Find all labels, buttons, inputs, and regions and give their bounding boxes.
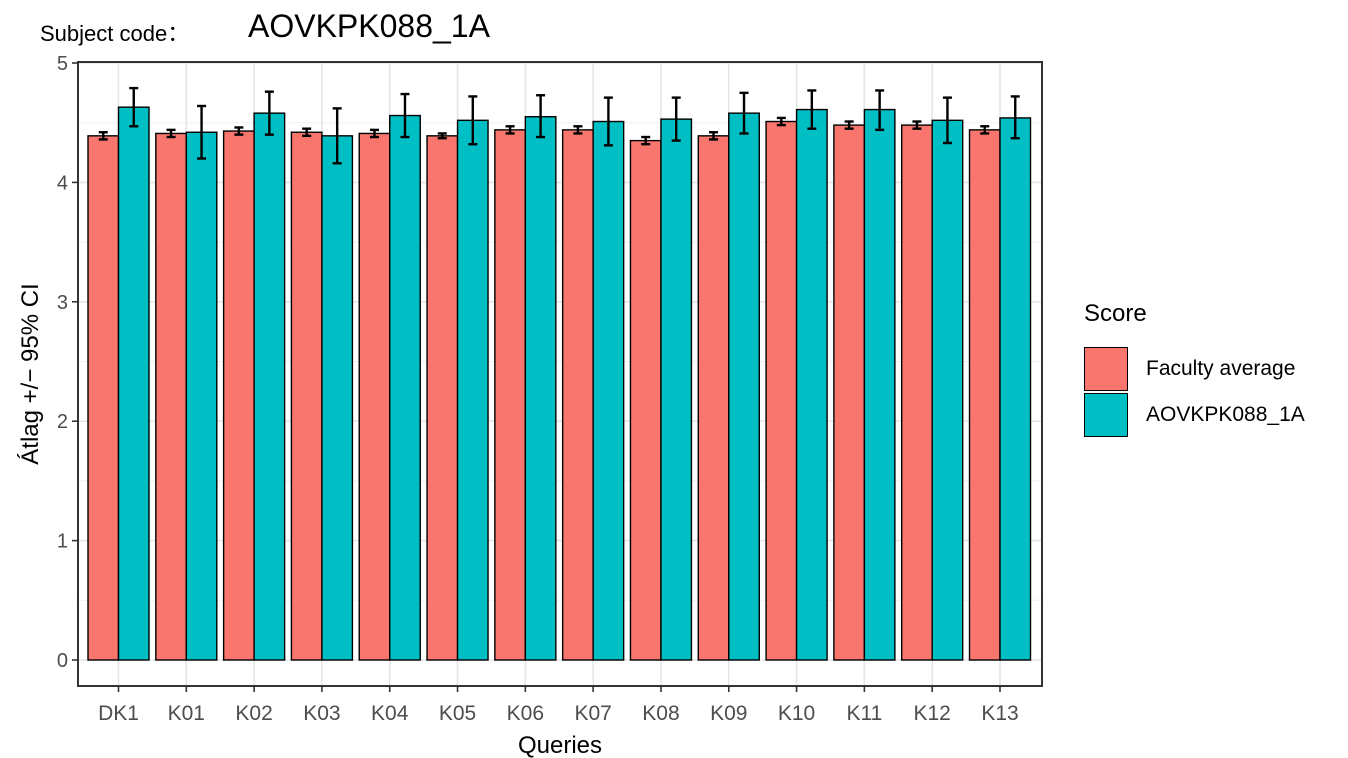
y-axis-label: Átlag +/− 95% CI (17, 283, 44, 464)
bar-k05-faculty-average (426, 135, 459, 661)
bar-k02-faculty-average (222, 130, 255, 661)
bar-k03-faculty-average (290, 131, 323, 661)
major-gridlines (78, 62, 1042, 686)
bar-k11-faculty-average (833, 124, 866, 661)
bar-k03-subject (321, 135, 354, 661)
bar-k08-subject (660, 118, 693, 661)
legend-item: AOVKPK088_1A (1084, 392, 1305, 438)
x-tick-label: K09 (710, 702, 747, 725)
bar-k06-subject (524, 116, 557, 661)
x-tick-label: K13 (981, 702, 1018, 725)
bar-k01-subject (185, 131, 218, 661)
x-tick-label: K12 (914, 702, 951, 725)
legend-key (1084, 347, 1128, 391)
bar-k10-subject (795, 108, 828, 661)
legend: Score Faculty average AOVKPK088_1A (1084, 300, 1305, 438)
x-axis-label: Queries (518, 732, 602, 758)
bar-dk1-faculty-average (87, 135, 120, 661)
legend-item: Faculty average (1084, 346, 1305, 392)
x-tick-label: K04 (371, 702, 409, 725)
chart-title: AOVKPK088_1A (248, 8, 490, 44)
bar-k04-subject (389, 114, 421, 661)
bar-k10-faculty-average (765, 120, 798, 661)
bar-k02-subject (253, 112, 286, 661)
bar-k07-faculty-average (561, 129, 594, 661)
x-tick-label: K10 (778, 702, 815, 725)
x-tick-label: K06 (507, 702, 544, 725)
bar-dk1-subject (117, 106, 150, 661)
legend-label: Faculty average (1146, 357, 1296, 380)
x-tick-label: K01 (168, 702, 205, 725)
x-tick-label: K02 (235, 702, 272, 725)
bar-k07-subject (592, 120, 625, 661)
bar-k12-faculty-average (900, 124, 933, 661)
chart-title-prefix: Subject code： (40, 21, 190, 46)
x-tick-label: K08 (642, 702, 679, 725)
legend-label: AOVKPK088_1A (1146, 403, 1305, 426)
y-tick-label: 1 (57, 531, 68, 553)
x-tick-label: K07 (574, 702, 611, 725)
bars (87, 106, 1032, 661)
bar-k08-faculty-average (629, 139, 662, 661)
x-tick-label: DK1 (98, 702, 139, 725)
y-axis: 0 1 2 3 4 5 (57, 53, 78, 672)
bar-k13-subject (999, 117, 1032, 661)
bar-k05-subject (456, 119, 489, 661)
x-tick-label: K03 (303, 702, 340, 725)
x-tick-label: K05 (439, 702, 476, 725)
legend-title: Score (1084, 300, 1147, 327)
y-tick-label: 3 (57, 292, 68, 314)
error-bars (98, 86, 1020, 165)
bar-k01-faculty-average (155, 132, 188, 661)
y-tick-label: 2 (57, 411, 68, 433)
x-axis: DK1 K01 K02 K03 K04 K05 K06 K07 K08 K09 K10 K11 K12 K… (98, 686, 1019, 725)
y-tick-label: 4 (57, 172, 68, 194)
bar-k11-subject (863, 108, 896, 661)
minor-gridlines (78, 122, 1042, 601)
plot-panel-border (77, 61, 1043, 687)
y-tick-label: 5 (57, 53, 68, 75)
bar-k12-subject (931, 119, 964, 661)
y-tick-label: 0 (57, 650, 68, 672)
x-tick-label: K11 (846, 702, 882, 725)
legend-key (1084, 393, 1128, 437)
bar-k09-subject (728, 112, 760, 661)
bar-k09-faculty-average (697, 135, 730, 661)
bar-k04-faculty-average (358, 132, 391, 661)
bar-k06-faculty-average (494, 129, 527, 661)
bar-k13-faculty-average (968, 129, 1001, 661)
